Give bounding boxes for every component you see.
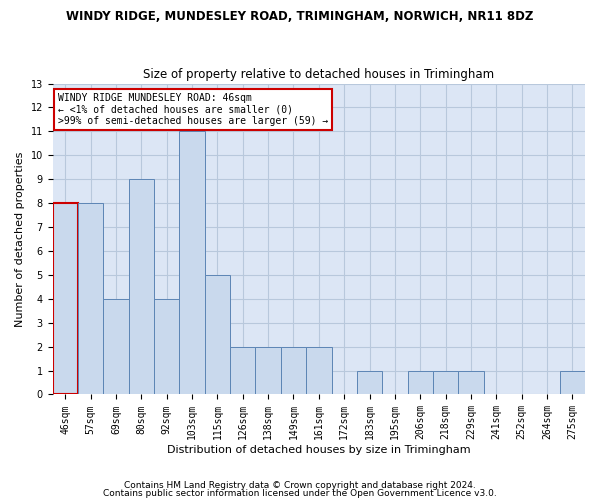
Bar <box>458 370 484 394</box>
Bar <box>560 370 585 394</box>
Y-axis label: Number of detached properties: Number of detached properties <box>15 152 25 326</box>
Bar <box>179 132 205 394</box>
Text: WINDY RIDGE MUNDESLEY ROAD: 46sqm
← <1% of detached houses are smaller (0)
>99% : WINDY RIDGE MUNDESLEY ROAD: 46sqm ← <1% … <box>58 93 328 126</box>
Bar <box>306 346 332 395</box>
Bar <box>281 346 306 395</box>
X-axis label: Distribution of detached houses by size in Trimingham: Distribution of detached houses by size … <box>167 445 470 455</box>
Text: WINDY RIDGE, MUNDESLEY ROAD, TRIMINGHAM, NORWICH, NR11 8DZ: WINDY RIDGE, MUNDESLEY ROAD, TRIMINGHAM,… <box>67 10 533 23</box>
Title: Size of property relative to detached houses in Trimingham: Size of property relative to detached ho… <box>143 68 494 81</box>
Bar <box>154 299 179 394</box>
Text: Contains HM Land Registry data © Crown copyright and database right 2024.: Contains HM Land Registry data © Crown c… <box>124 481 476 490</box>
Bar <box>256 346 281 395</box>
Bar <box>407 370 433 394</box>
Bar <box>103 299 129 394</box>
Bar <box>433 370 458 394</box>
Bar <box>129 179 154 394</box>
Bar <box>205 275 230 394</box>
Bar <box>53 203 78 394</box>
Text: Contains public sector information licensed under the Open Government Licence v3: Contains public sector information licen… <box>103 488 497 498</box>
Bar <box>78 203 103 394</box>
Bar <box>357 370 382 394</box>
Bar <box>230 346 256 395</box>
